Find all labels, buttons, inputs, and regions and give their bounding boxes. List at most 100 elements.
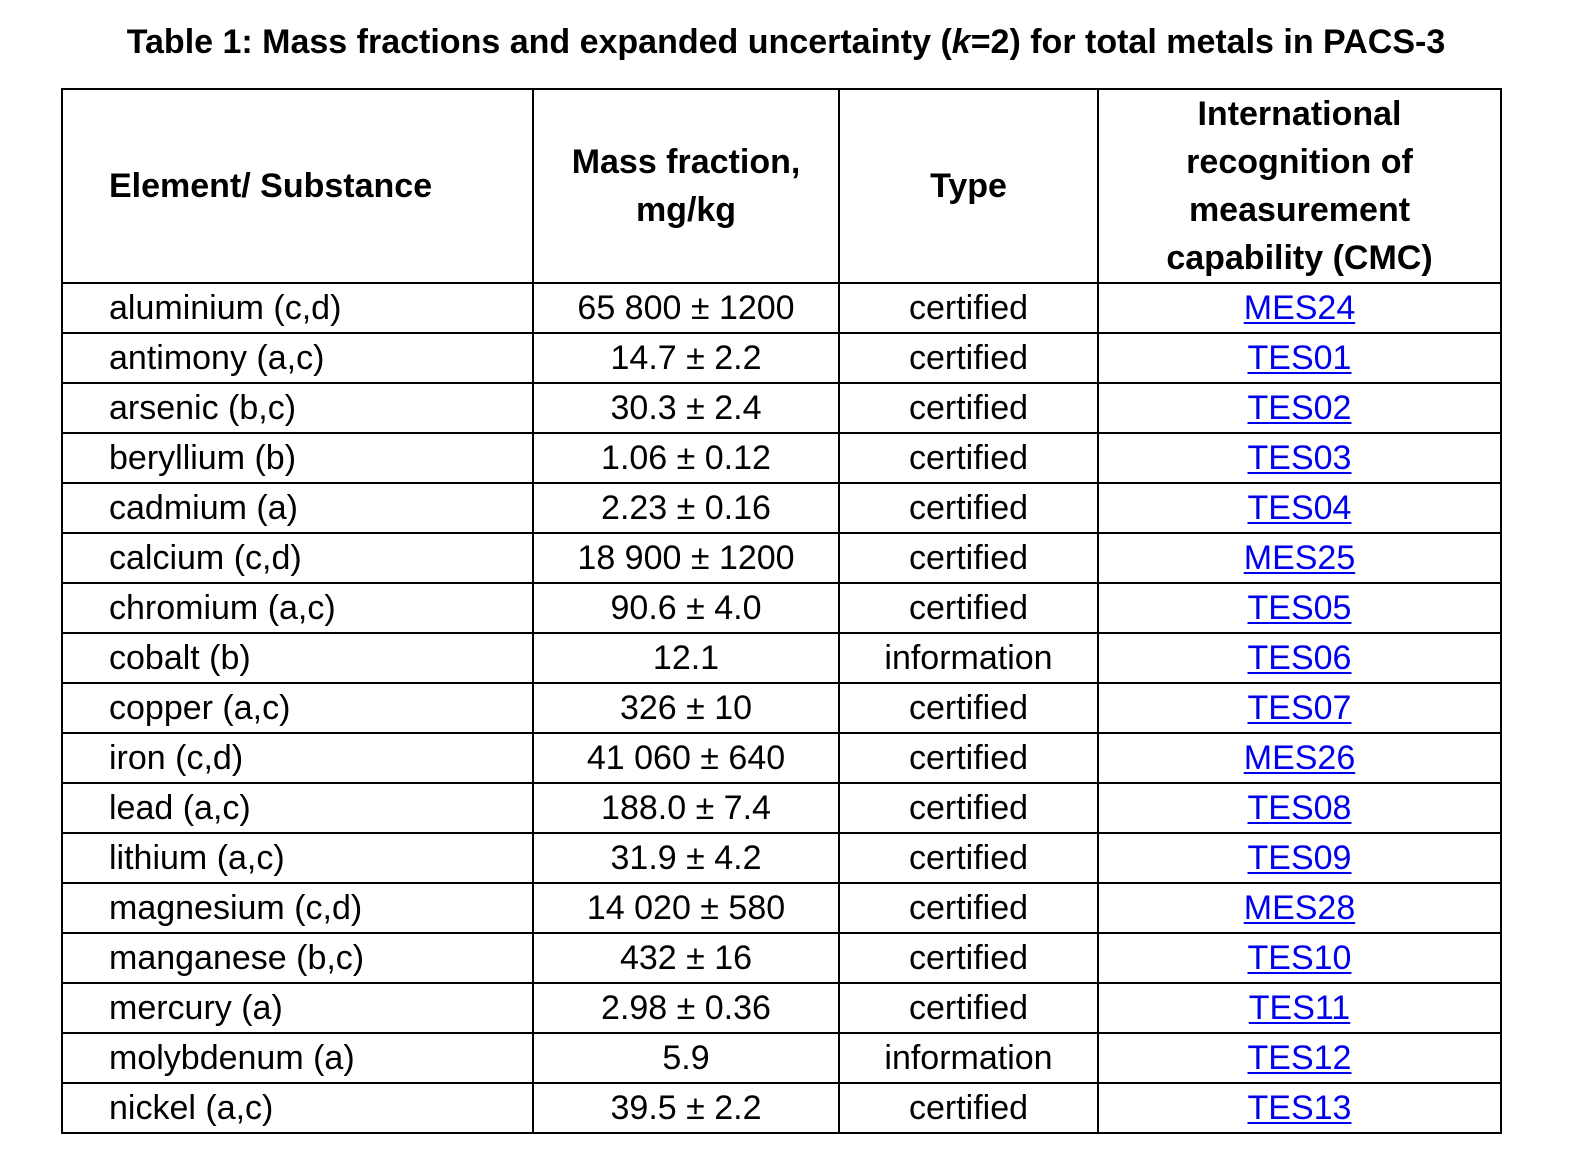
type-cell: certified [838,732,1099,784]
table-row: chromium (a,c) 90.6 ± 4.0 certified TES05 [61,582,1502,634]
header-mass-fraction: Mass fraction, mg/kg [532,88,840,284]
cmc-cell: TES11 [1097,982,1502,1034]
table-row: nickel (a,c) 39.5 ± 2.2 certified TES13 [61,1082,1502,1134]
table-row: molybdenum (a) 5.9 information TES12 [61,1032,1502,1084]
cmc-cell: TES10 [1097,932,1502,984]
mass-fraction-cell: 39.5 ± 2.2 [532,1082,840,1134]
element-cell: copper (a,c) [61,682,534,734]
type-cell: information [838,1032,1099,1084]
mass-fraction-cell: 41 060 ± 640 [532,732,840,784]
cmc-cell: TES09 [1097,832,1502,884]
header-type: Type [838,88,1099,284]
cmc-cell: TES12 [1097,1032,1502,1084]
cmc-link[interactable]: TES06 [1247,639,1352,677]
element-cell: aluminium (c,d) [61,282,534,334]
type-cell: certified [838,1082,1099,1134]
type-cell: certified [838,882,1099,934]
cmc-cell: TES05 [1097,582,1502,634]
table-row: iron (c,d) 41 060 ± 640 certified MES26 [61,732,1502,784]
type-cell: certified [838,332,1099,384]
element-cell: magnesium (c,d) [61,882,534,934]
cmc-cell: TES07 [1097,682,1502,734]
table-row: manganese (b,c) 432 ± 16 certified TES10 [61,932,1502,984]
type-cell: certified [838,832,1099,884]
type-cell: certified [838,282,1099,334]
cmc-link[interactable]: TES01 [1247,339,1352,377]
header-cmc-line2: recognition of [1186,143,1413,181]
cmc-link[interactable]: TES08 [1247,789,1352,827]
type-cell: certified [838,932,1099,984]
cmc-link[interactable]: MES26 [1243,739,1356,777]
cmc-cell: TES06 [1097,632,1502,684]
cmc-link[interactable]: TES09 [1247,839,1352,877]
cmc-cell: MES24 [1097,282,1502,334]
mass-fraction-cell: 188.0 ± 7.4 [532,782,840,834]
cmc-cell: TES13 [1097,1082,1502,1134]
table-row: lead (a,c) 188.0 ± 7.4 certified TES08 [61,782,1502,834]
cmc-link[interactable]: TES12 [1247,1039,1352,1077]
element-cell: molybdenum (a) [61,1032,534,1084]
cmc-cell: TES02 [1097,382,1502,434]
cmc-link[interactable]: TES10 [1247,939,1352,977]
cmc-cell: TES04 [1097,482,1502,534]
mass-fraction-cell: 18 900 ± 1200 [532,532,840,584]
table-row: calcium (c,d) 18 900 ± 1200 certified MES25 [61,532,1502,584]
cmc-cell: TES01 [1097,332,1502,384]
header-mass-fraction-line1: Mass fraction, [571,143,801,181]
element-cell: antimony (a,c) [61,332,534,384]
table-row: arsenic (b,c) 30.3 ± 2.4 certified TES02 [61,382,1502,434]
mass-fraction-cell: 2.23 ± 0.16 [532,482,840,534]
element-cell: cadmium (a) [61,482,534,534]
cmc-link[interactable]: TES05 [1247,589,1352,627]
header-cmc-line1: International [1197,95,1402,133]
mass-fraction-cell: 30.3 ± 2.4 [532,382,840,434]
cmc-link[interactable]: TES11 [1248,989,1351,1027]
mass-fraction-cell: 14.7 ± 2.2 [532,332,840,384]
table-row: lithium (a,c) 31.9 ± 4.2 certified TES09 [61,832,1502,884]
header-mass-fraction-line2: mg/kg [635,191,737,229]
cmc-cell: TES03 [1097,432,1502,484]
caption-prefix: Table 1: Mass fractions and expanded unc… [126,23,952,61]
table-header-row: Element/ Substance Mass fraction, mg/kg … [61,88,1502,284]
table-row: beryllium (b) 1.06 ± 0.12 certified TES03 [61,432,1502,484]
element-cell: manganese (b,c) [61,932,534,984]
mass-fraction-cell: 1.06 ± 0.12 [532,432,840,484]
cmc-link[interactable]: TES07 [1247,689,1352,727]
table-row: mercury (a) 2.98 ± 0.36 certified TES11 [61,982,1502,1034]
table-row: aluminium (c,d) 65 800 ± 1200 certified MES… [61,282,1502,334]
table-row: cobalt (b) 12.1 information TES06 [61,632,1502,684]
element-cell: cobalt (b) [61,632,534,684]
element-cell: lithium (a,c) [61,832,534,884]
element-cell: arsenic (b,c) [61,382,534,434]
element-cell: mercury (a) [61,982,534,1034]
element-cell: lead (a,c) [61,782,534,834]
table-body: aluminium (c,d) 65 800 ± 1200 certified MES… [61,282,1502,1134]
cmc-link[interactable]: TES04 [1247,489,1352,527]
cmc-cell: MES28 [1097,882,1502,934]
cmc-cell: MES25 [1097,532,1502,584]
type-cell: certified [838,532,1099,584]
type-cell: certified [838,982,1099,1034]
cmc-link[interactable]: TES13 [1247,1089,1352,1127]
element-cell: chromium (a,c) [61,582,534,634]
cmc-link[interactable]: MES28 [1243,889,1356,927]
caption-k-symbol: k [951,23,971,61]
mass-fraction-cell: 14 020 ± 580 [532,882,840,934]
table-row: cadmium (a) 2.23 ± 0.16 certified TES04 [61,482,1502,534]
cmc-link[interactable]: MES25 [1243,539,1356,577]
type-cell: certified [838,582,1099,634]
element-cell: iron (c,d) [61,732,534,784]
mass-fraction-cell: 12.1 [532,632,840,684]
element-cell: beryllium (b) [61,432,534,484]
cmc-link[interactable]: MES24 [1243,289,1356,327]
mass-fraction-cell: 5.9 [532,1032,840,1084]
element-cell: nickel (a,c) [61,1082,534,1134]
table-caption: Table 1: Mass fractions and expanded unc… [0,18,1572,66]
mass-fraction-cell: 31.9 ± 4.2 [532,832,840,884]
mass-fraction-cell: 432 ± 16 [532,932,840,984]
cmc-link[interactable]: TES03 [1247,439,1352,477]
cmc-link[interactable]: TES02 [1247,389,1352,427]
type-cell: certified [838,432,1099,484]
header-cmc: International recognition of measurement… [1097,88,1502,284]
table-row: magnesium (c,d) 14 020 ± 580 certified MES2… [61,882,1502,934]
